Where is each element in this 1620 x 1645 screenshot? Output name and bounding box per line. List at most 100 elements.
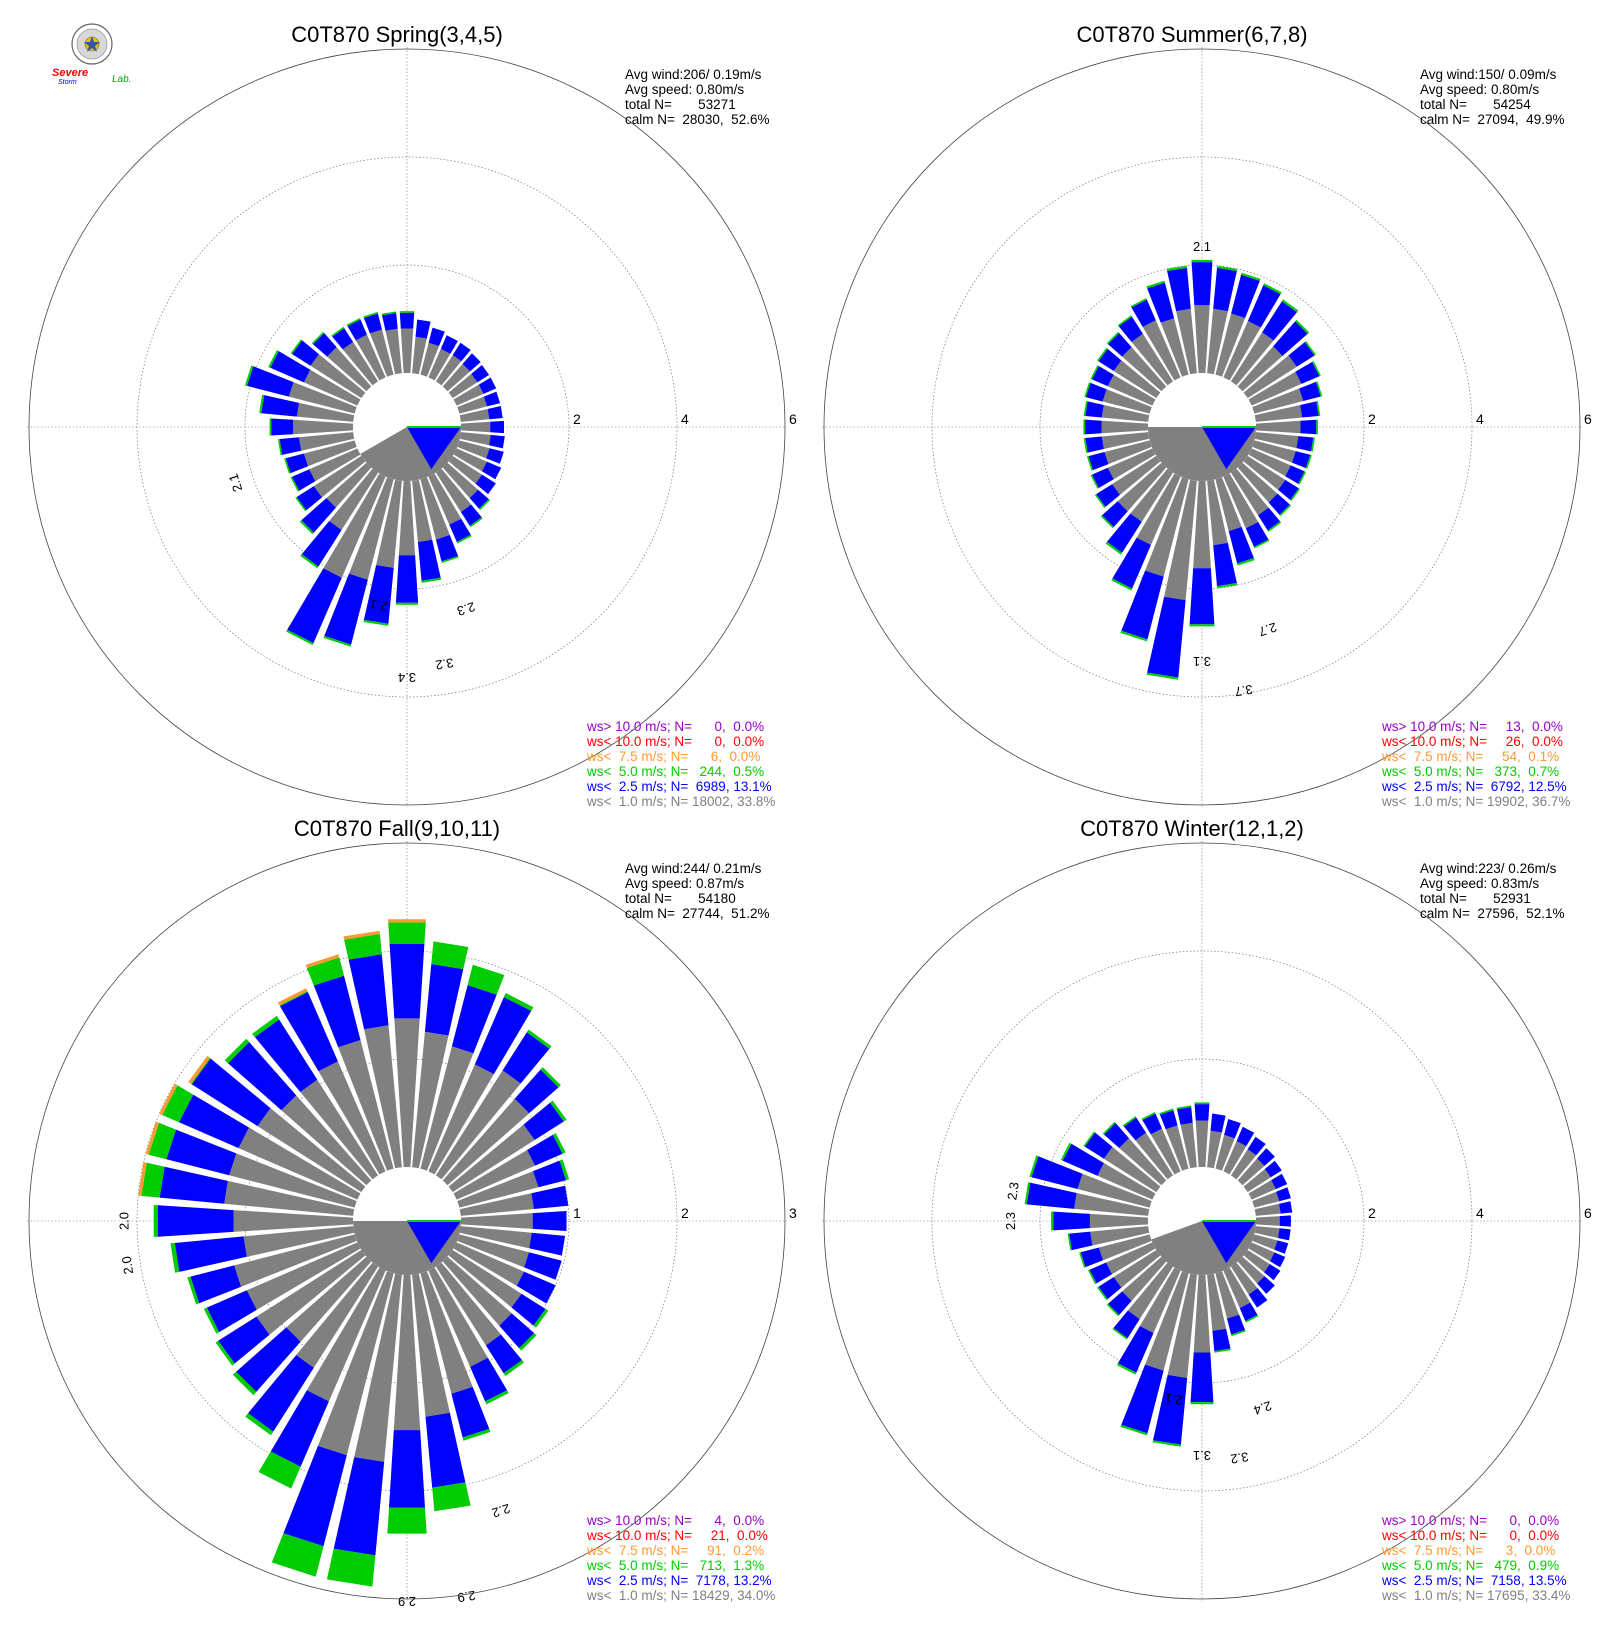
wind-bar-segment: [313, 333, 337, 357]
wind-bar-segment: [1311, 437, 1315, 452]
stats-line: Avg speed: 0.80m/s: [625, 82, 744, 97]
wind-bar-segment: [1316, 381, 1323, 397]
wind-bar-segment: [1304, 340, 1316, 356]
wind-bar-segment: [462, 353, 481, 372]
wind-bar-segment: [1102, 389, 1152, 414]
wind-bar-segment: [457, 1171, 539, 1208]
wind-bar-segment: [1131, 333, 1174, 386]
wind-bar-segment: [303, 369, 361, 406]
wind-bar-segment: [1146, 672, 1179, 680]
wind-bar-segment: [188, 1055, 210, 1084]
wind-bar-segment: [475, 474, 496, 495]
wind-bar-segment: [292, 340, 319, 366]
wind-bar-segment: [347, 319, 367, 341]
wind-bar-segment: [245, 1413, 274, 1436]
stats-line: Avg speed: 0.83m/s: [1420, 876, 1539, 891]
wind-bar-segment: [1243, 1169, 1271, 1193]
wind-bar-segment: [519, 1333, 537, 1351]
wind-bar-segment: [1176, 1105, 1192, 1110]
peak-label: 2.9: [456, 1588, 476, 1606]
wind-bar-segment: [1248, 448, 1291, 477]
wind-bar-segment: [1243, 1249, 1270, 1273]
wind-bar-segment: [435, 535, 459, 562]
wind-bar-segment: [481, 461, 502, 480]
wind-bar-segment: [1083, 1131, 1096, 1147]
wind-bar-segment: [516, 1271, 556, 1304]
legend-line: ws< 2.5 m/s; N= 7178, 13.2%: [586, 1573, 772, 1588]
legend-line: ws< 7.5 m/s; N= 6, 0.0%: [586, 749, 760, 764]
wind-bar-segment: [1101, 420, 1149, 434]
wind-bar-segment: [326, 1548, 376, 1587]
wind-bar-segment: [479, 499, 490, 510]
wind-bar-segment: [234, 1234, 357, 1287]
ring-label: 6: [1584, 411, 1592, 427]
wind-bar-segment: [1167, 267, 1191, 312]
wind-bar-segment: [1164, 479, 1197, 601]
stats-line: total N= 54254: [1420, 97, 1531, 112]
stats-line: Avg wind:206/ 0.19m/s: [625, 67, 762, 82]
wind-bar-segment: [417, 539, 441, 581]
wind-bar-segment: [270, 351, 311, 383]
wind-bar-segment: [159, 1083, 178, 1116]
wind-bar-segment: [1281, 299, 1299, 313]
wind-bar-segment: [428, 327, 445, 347]
wind-bar-segment: [376, 479, 402, 568]
wind-bar-segment: [474, 997, 532, 1075]
wind-bar-segment: [1207, 1130, 1222, 1169]
wind-bar-segment: [256, 1249, 366, 1335]
wind-bar-segment: [431, 941, 469, 970]
wind-bar-segment: [1312, 361, 1321, 377]
wind-bar-segment: [1296, 436, 1314, 452]
wind-bar-segment: [1069, 1231, 1093, 1251]
wind-bar-segment: [487, 406, 503, 420]
wind-bar-segment: [170, 1243, 180, 1273]
wind-bar-segment: [523, 1102, 564, 1140]
wind-bar-segment: [323, 473, 386, 578]
wind-bar-segment: [277, 988, 308, 1006]
wind-bar-segment: [1213, 267, 1237, 312]
wind-bar-segment: [288, 382, 357, 414]
wind-bar-segment: [1241, 272, 1261, 281]
wind-bar-segment: [1194, 1104, 1210, 1121]
wind-bar-segment: [278, 439, 283, 456]
wind-bar-segment: [261, 395, 299, 417]
wind-bar-segment: [1051, 1211, 1054, 1231]
wind-bar-segment: [1228, 526, 1254, 564]
wind-bar-segment: [1165, 1125, 1189, 1171]
panel-title: C0T870 Spring(3,4,5): [291, 22, 503, 47]
severe-storm-lab-logo: Severe Storm Lab.: [52, 23, 131, 86]
wind-bar-segment: [388, 922, 426, 944]
wind-bar-segment: [270, 1390, 329, 1467]
wind-bar-segment: [1098, 1234, 1152, 1261]
wind-bar-segment: [424, 964, 464, 1036]
wind-bar-segment: [1190, 1402, 1214, 1405]
wind-bar-segment: [389, 944, 425, 1019]
wind-bar-segment: [318, 1061, 386, 1175]
wind-bar-segment: [286, 629, 314, 646]
windrose-panel: 2 4 6 3.1 3.2 2.4 2.1 2.3 2.3 C0T870 Winter(12,1,…: [822, 816, 1592, 1603]
stats-line: calm N= 27094, 49.9%: [1420, 112, 1564, 127]
wind-bar-segment: [1067, 1233, 1072, 1251]
stats-line: Avg wind:150/ 0.09m/s: [1420, 67, 1557, 82]
wind-bar-segment: [440, 335, 458, 354]
grid-ring: [823, 48, 1581, 806]
wind-bar-segment: [303, 440, 357, 467]
wind-bar-segment: [228, 1042, 297, 1111]
wind-bar-segment: [1207, 1273, 1227, 1331]
peak-label: 2.3: [455, 599, 477, 619]
wind-bar-segment: [1252, 1191, 1280, 1208]
wind-bar-segment: [449, 518, 471, 542]
wind-bar-segment: [333, 1457, 385, 1556]
wind-bar-segment: [502, 1032, 550, 1084]
panel-title: C0T870 Summer(6,7,8): [1076, 22, 1307, 47]
wind-bar-segment: [1239, 1302, 1258, 1322]
wind-bar-segment: [1088, 1269, 1097, 1285]
wind-bar-segment: [1079, 1252, 1086, 1268]
wind-bar-segment: [435, 1070, 521, 1180]
wind-bar-segment: [1224, 1119, 1241, 1139]
peak-label: 2.4: [1252, 1398, 1274, 1418]
wind-bar-segment: [269, 418, 272, 436]
wind-bar-segment: [442, 1256, 512, 1326]
ring-label: 4: [681, 411, 689, 427]
wind-bar-segment: [1108, 333, 1132, 357]
